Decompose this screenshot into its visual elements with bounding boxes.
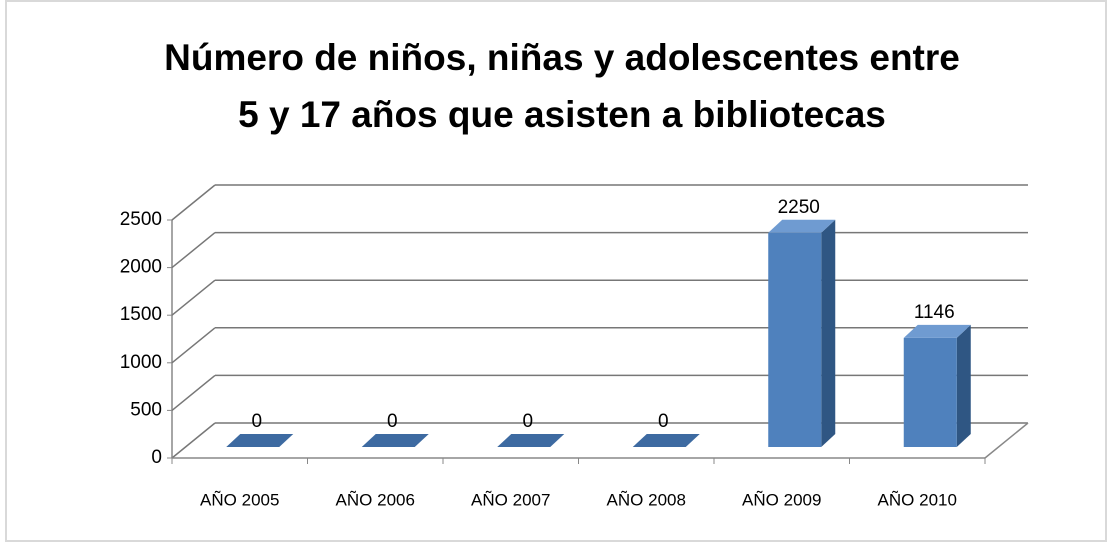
grid-line <box>171 374 216 411</box>
bar-top <box>768 219 836 233</box>
chart-title: Número de niños, niñas y adolescentes en… <box>164 37 960 78</box>
grid-line <box>171 327 216 364</box>
bar-top <box>497 434 565 447</box>
bar-top <box>361 434 429 447</box>
y-tick-label: 500 <box>130 399 162 420</box>
bar <box>903 337 957 447</box>
value-label: 1146 <box>914 302 955 323</box>
grid-line <box>171 422 216 459</box>
value-label: 0 <box>522 411 533 432</box>
bar-side <box>821 219 836 447</box>
value-label: 0 <box>658 411 669 432</box>
bar-side <box>956 324 971 447</box>
x-tick-label: AÑO 2008 <box>607 490 686 509</box>
x-tick-label: AÑO 2005 <box>200 490 279 509</box>
y-tick-label: 2000 <box>120 257 162 278</box>
floor-edge <box>984 422 1029 459</box>
value-label: 0 <box>251 411 262 432</box>
x-tick-label: AÑO 2007 <box>471 490 550 509</box>
y-tick-label: 1500 <box>120 304 162 325</box>
value-label: 0 <box>387 411 398 432</box>
y-tick-label: 2500 <box>120 209 162 230</box>
chart-frame <box>5 0 1107 542</box>
bar-top <box>226 434 294 447</box>
bar-top <box>903 324 971 338</box>
x-tick-label: AÑO 2006 <box>336 490 415 509</box>
value-label: 2250 <box>778 197 820 218</box>
bar <box>768 232 822 447</box>
y-tick-label: 0 <box>151 447 162 468</box>
y-tick-label: 1000 <box>120 352 162 373</box>
grid-line <box>171 279 216 316</box>
grid-line <box>171 184 216 221</box>
x-tick-label: AÑO 2010 <box>878 490 957 509</box>
grid-line <box>171 232 216 269</box>
x-tick-label: AÑO 2009 <box>742 490 821 509</box>
chart-title: 5 y 17 años que asisten a bibliotecas <box>238 94 886 135</box>
bar-top <box>632 434 700 447</box>
